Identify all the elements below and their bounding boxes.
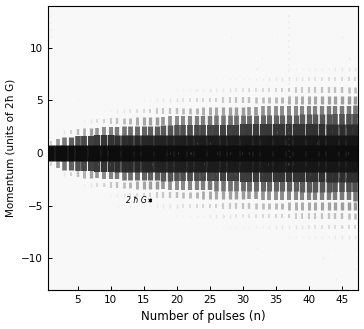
Text: 2 ħ G: 2 ħ G [126,196,147,205]
X-axis label: Number of pulses (n): Number of pulses (n) [141,311,265,323]
Y-axis label: Momentum (units of 2ħ G): Momentum (units of 2ħ G) [5,79,16,217]
